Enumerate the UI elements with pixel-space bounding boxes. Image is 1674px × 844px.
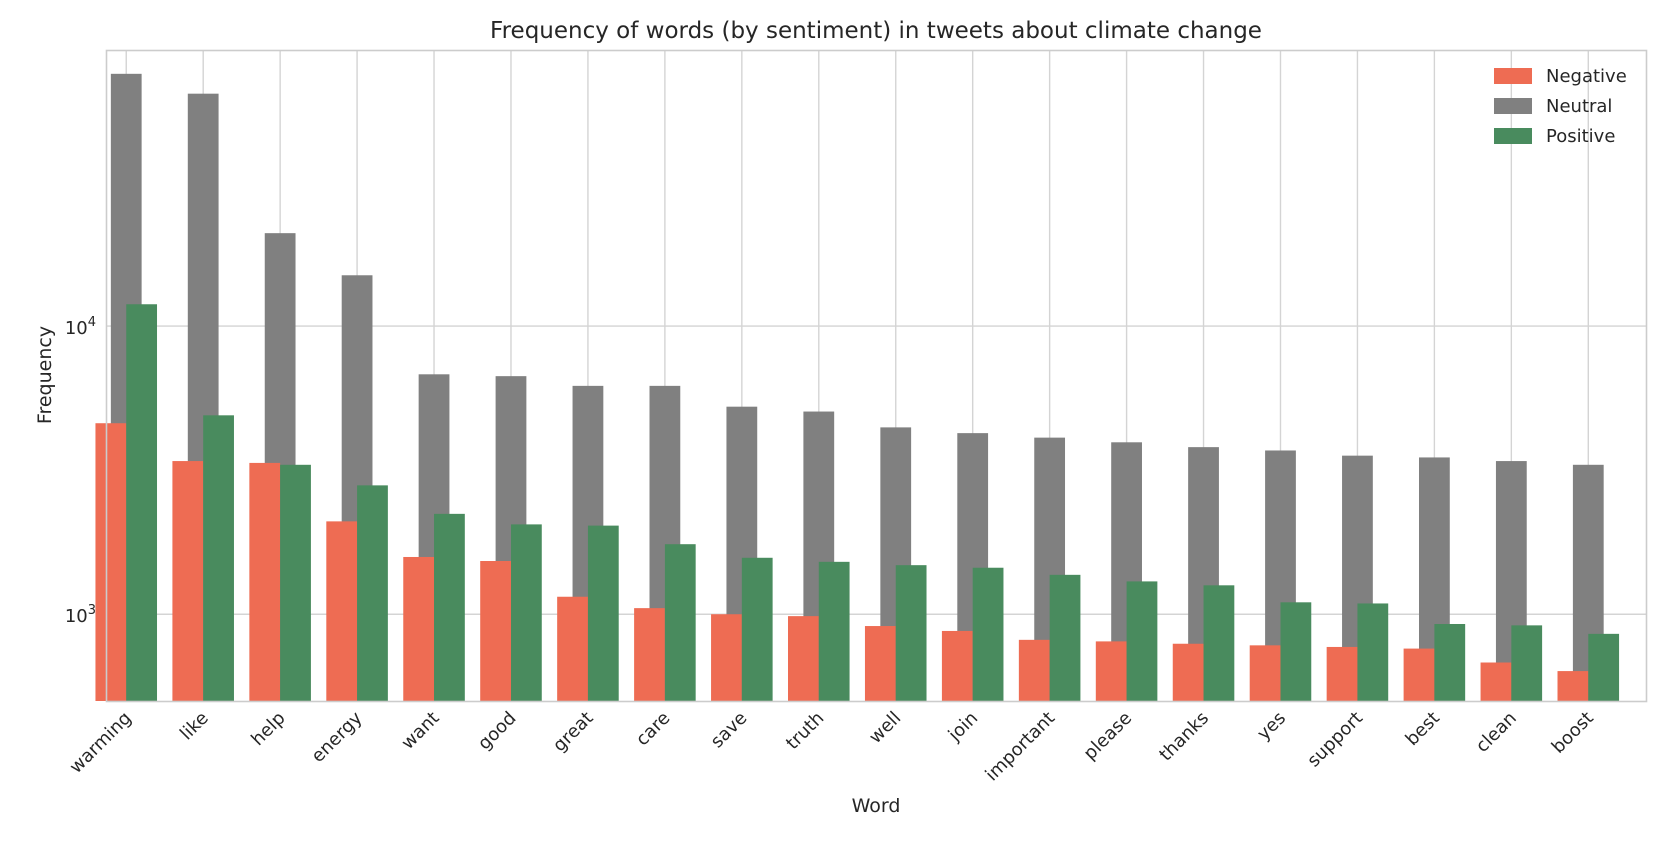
legend-label-neutral: Neutral [1546,96,1612,117]
bar-positive-thanks [1203,585,1235,701]
bar-negative-good [480,561,511,701]
bar-positive-help [280,464,311,701]
bar-negative-yes [1249,645,1281,701]
x-tick-label: truth [782,708,828,754]
x-tick-label: care [632,708,674,750]
bars [95,73,1620,701]
y-tick-label: 103 [65,603,96,627]
x-tick-label: thanks [1155,708,1213,766]
legend-label-negative: Negative [1546,66,1627,87]
bar-positive-clean [1511,625,1543,701]
bar-negative-join [941,630,973,701]
bar-positive-good [510,524,542,701]
bar-negative-well [864,626,896,701]
bar-positive-great [587,525,619,701]
x-tick-label: yes [1253,708,1290,745]
bar-positive-yes [1280,602,1312,701]
bar-negative-important [1018,639,1050,701]
bar-negative-energy [326,521,358,701]
x-tick-label: clean [1472,708,1521,757]
bar-negative-great [557,596,588,701]
x-tick-label: save [707,708,752,753]
bar-positive-join [972,567,1004,701]
bar-negative-care [634,608,665,701]
bar-positive-energy [357,485,388,701]
bar-negative-truth [788,616,819,701]
bar-positive-want [434,513,465,701]
bar-positive-boost [1588,633,1620,701]
legend-swatch-positive [1494,128,1532,144]
x-tick-label: help [247,708,289,750]
y-tick-labels: 103 104 [65,315,96,627]
x-axis-label: Word [852,795,901,817]
legend-swatch-neutral [1494,98,1532,114]
x-tick-label: like [176,708,213,745]
x-tick-label: support [1303,708,1367,772]
bar-positive-support [1357,603,1389,701]
bar-positive-warming [126,304,158,701]
bar-positive-truth [818,561,850,701]
bar-positive-like [203,415,234,701]
chart-title: Frequency of words (by sentiment) in twe… [490,18,1262,44]
x-tick-label: please [1080,708,1137,765]
x-tick-label: best [1402,708,1444,750]
x-tick-labels: warming like help energy want good great care sa… [66,707,1598,785]
bar-negative-boost [1557,671,1589,701]
bar-negative-save [711,614,742,701]
x-tick-label: important [981,708,1059,786]
x-tick-label: warming [66,708,136,778]
x-tick-label: join [944,708,982,746]
bar-negative-clean [1480,662,1512,701]
bar-positive-well [895,565,927,701]
x-tick-label: well [865,708,905,748]
plot-frame [105,49,1648,703]
legend-swatch-negative [1494,68,1532,84]
bar-positive-important [1049,574,1081,701]
bar-negative-warming [95,423,127,701]
bar-negative-like [172,461,204,701]
bar-negative-best [1403,648,1435,701]
bar-positive-please [1126,581,1158,701]
x-tick-label: boost [1548,708,1598,758]
x-tick-label: great [549,708,598,757]
legend-label-positive: Positive [1546,126,1615,147]
bar-positive-care [664,544,696,701]
bar-negative-help [249,462,281,701]
bar-negative-thanks [1172,643,1204,701]
x-tick-label: energy [307,707,366,766]
legend: Negative Neutral Positive [1494,66,1627,147]
bar-negative-want [403,556,435,701]
bar-negative-support [1326,646,1358,701]
bar-negative-please [1095,641,1127,701]
y-axis-label: Frequency [34,326,56,424]
bar-positive-best [1434,623,1466,701]
bar-positive-save [741,557,773,701]
x-tick-label: good [474,708,521,755]
x-tick-label: want [397,708,443,754]
y-tick-label: 104 [65,315,96,339]
